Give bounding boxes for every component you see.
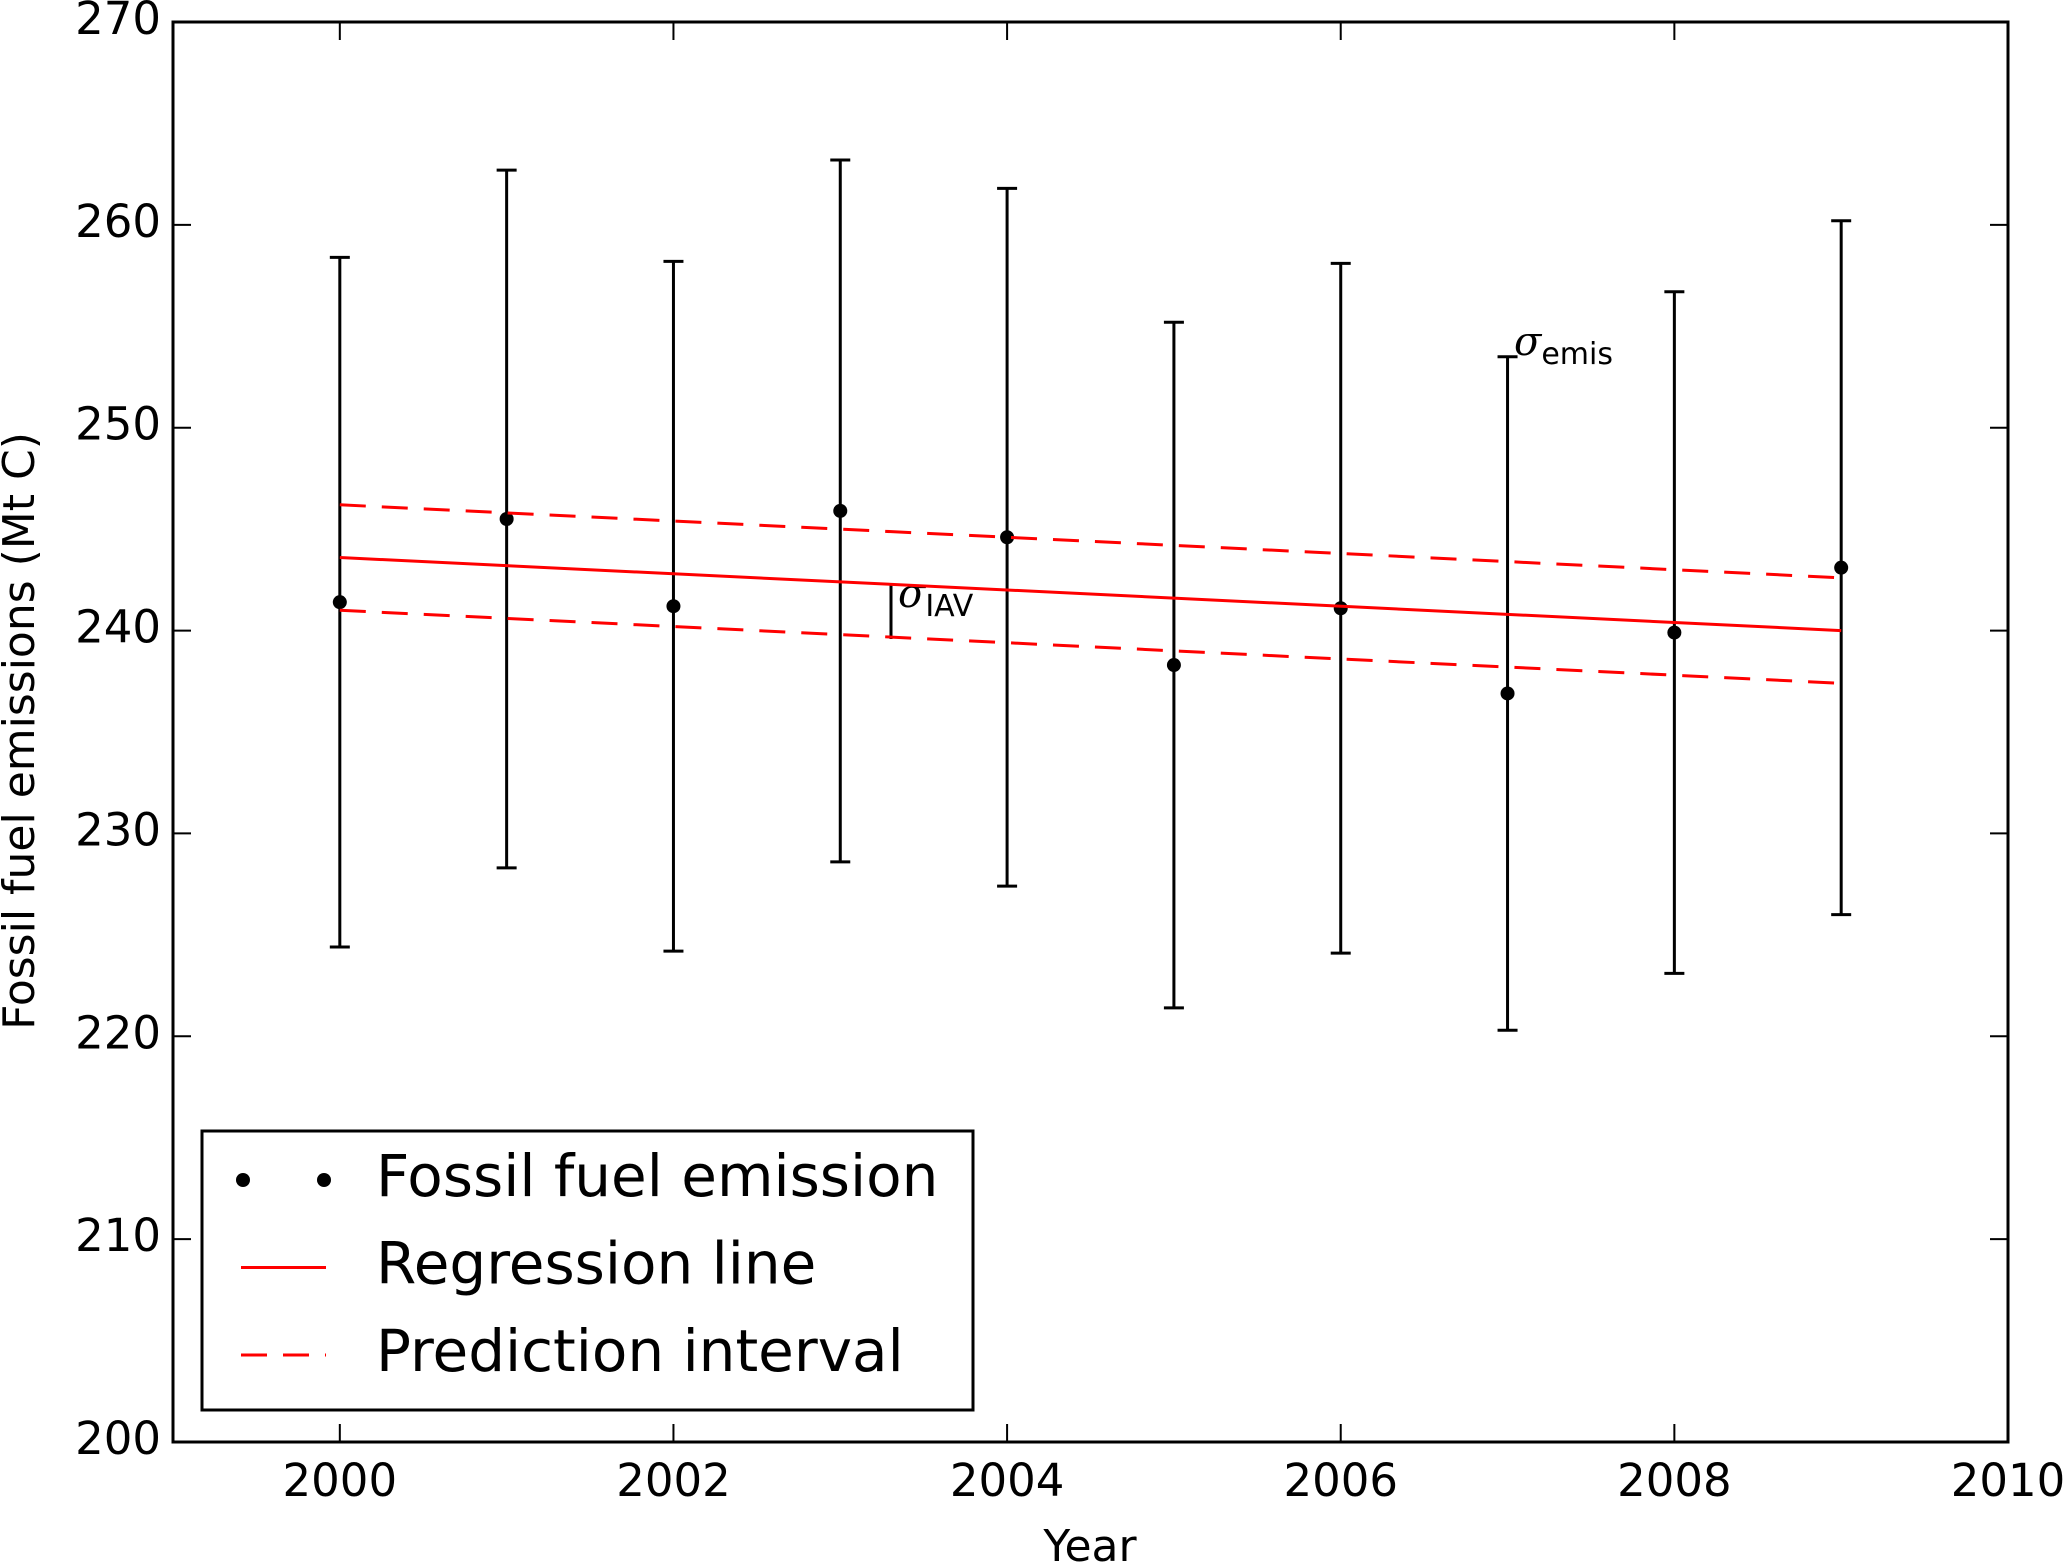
y-tick-label: 240 xyxy=(75,601,161,654)
y-tick-label: 270 xyxy=(75,0,161,45)
x-tick-label: 2008 xyxy=(1617,1454,1732,1507)
y-tick-label: 200 xyxy=(75,1412,161,1465)
data-point xyxy=(1000,530,1015,545)
x-tick-label: 2002 xyxy=(616,1454,731,1507)
y-tick-label: 260 xyxy=(75,195,161,248)
y-tick-label: 210 xyxy=(75,1209,161,1262)
annotation-iav: σIAV xyxy=(889,571,974,639)
plot-frame xyxy=(171,20,2010,1444)
data-point xyxy=(666,599,681,614)
y-tick-label: 230 xyxy=(75,803,161,856)
annotation-subscript: emis xyxy=(1541,337,1613,372)
annotation-text: σIAV xyxy=(898,571,974,624)
data-point xyxy=(1500,686,1515,701)
x-tick-label: 2004 xyxy=(950,1454,1065,1507)
x-tick-label: 2000 xyxy=(283,1454,398,1507)
data-point xyxy=(833,503,848,518)
series-line xyxy=(339,503,1842,580)
data-point xyxy=(1333,601,1348,616)
data-point xyxy=(1166,658,1181,673)
data-point xyxy=(1667,625,1682,640)
annotation-symbol: σ xyxy=(1514,319,1543,365)
y-axis-label: Fossil fuel emissions (Mt C) xyxy=(0,432,45,1030)
x-tick-label: 2010 xyxy=(1951,1454,2066,1507)
legend-marker xyxy=(317,1173,331,1187)
annotation-emis: σemis xyxy=(1514,319,1613,372)
annotation-text: σemis xyxy=(1514,319,1613,372)
legend-label: Regression line xyxy=(376,1230,816,1298)
series-line xyxy=(339,556,1842,633)
annotation-subscript: IAV xyxy=(925,589,973,624)
x-tick-label: 2006 xyxy=(1283,1454,1398,1507)
y-tick-label: 220 xyxy=(75,1006,161,1059)
data-point xyxy=(1834,560,1849,575)
legend: Fossil fuel emission Regression line Predi… xyxy=(200,1129,975,1412)
legend-marker xyxy=(236,1173,250,1187)
annotation-symbol: σ xyxy=(898,571,927,617)
data-point xyxy=(332,595,347,610)
legend-label: Prediction interval xyxy=(376,1317,904,1385)
series-line xyxy=(339,608,1842,685)
x-axis-label: Year xyxy=(1042,1521,1137,1568)
data-point xyxy=(499,512,514,526)
legend-label: Fossil fuel emission xyxy=(376,1142,938,1210)
y-tick-label: 250 xyxy=(75,398,161,451)
